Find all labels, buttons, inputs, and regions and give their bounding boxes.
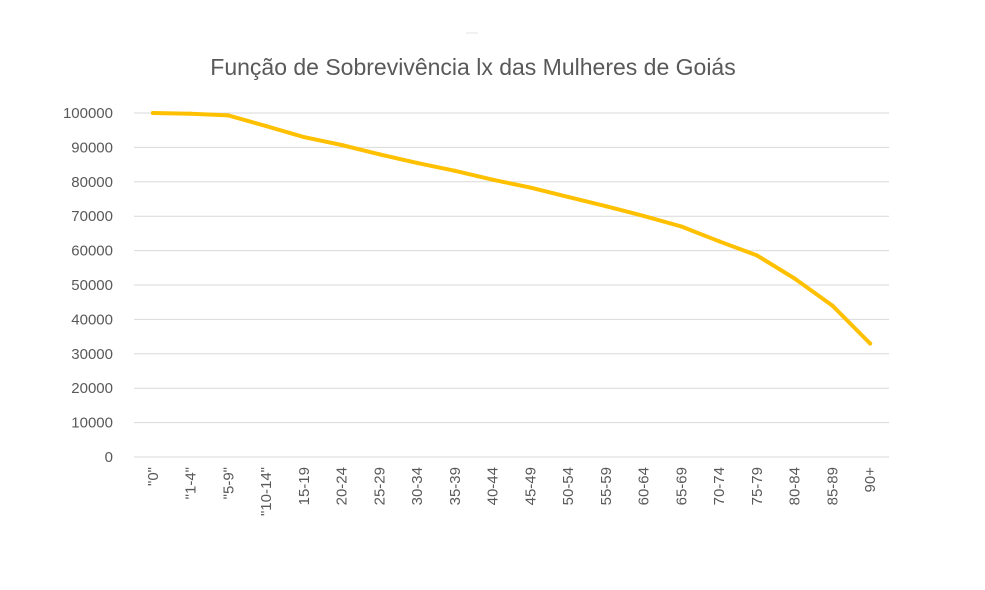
gridlines — [134, 112, 889, 458]
x-tick-label: 75-79 — [749, 467, 766, 505]
data-point — [792, 276, 797, 281]
data-point — [641, 213, 646, 218]
y-tick-label: 70000 — [71, 208, 113, 225]
data-point — [339, 142, 344, 147]
data-point — [717, 239, 722, 244]
x-tick-label: 65-69 — [673, 467, 690, 505]
x-tick-label: 55-59 — [598, 467, 615, 505]
x-axis-ticks: "0" "1-4" "5-9" "10-14" 15-19 20-24 25-29 30-34… — [145, 467, 879, 516]
data-point — [603, 204, 608, 209]
y-tick-label: 100000 — [63, 105, 113, 122]
x-tick-label: "0" — [145, 467, 162, 486]
x-tick-label: 45-49 — [522, 467, 539, 505]
series-line — [150, 111, 873, 346]
y-tick-label: 30000 — [71, 346, 113, 363]
x-tick-label: "1-4" — [183, 467, 200, 499]
x-tick-label: 60-64 — [636, 467, 653, 505]
x-tick-label: 20-24 — [334, 467, 351, 505]
x-tick-label: 90+ — [862, 467, 879, 493]
data-point — [566, 194, 571, 199]
y-tick-label: 40000 — [71, 311, 113, 328]
y-tick-label: 60000 — [71, 243, 113, 260]
x-tick-label: 25-29 — [371, 467, 388, 505]
data-point — [415, 160, 420, 165]
data-point — [452, 168, 457, 173]
x-tick-label: 30-34 — [409, 467, 426, 505]
series-layer — [150, 111, 873, 346]
data-point — [377, 152, 382, 157]
chart-title: Função de Sobrevivência lx das Mulheres … — [210, 54, 735, 80]
data-point — [264, 124, 269, 129]
data-point — [188, 111, 193, 116]
x-tick-label: 40-44 — [485, 467, 502, 505]
y-tick-label: 80000 — [71, 174, 113, 191]
data-point — [490, 177, 495, 182]
y-tick-label: 50000 — [71, 277, 113, 294]
y-tick-label: 10000 — [71, 415, 113, 432]
x-tick-label: 35-39 — [447, 467, 464, 505]
x-tick-label: 80-84 — [787, 467, 804, 505]
data-point — [679, 224, 684, 229]
x-tick-label: 15-19 — [296, 467, 313, 505]
data-point — [150, 111, 155, 115]
data-point — [868, 341, 873, 346]
data-point — [830, 303, 835, 308]
data-point — [301, 135, 306, 140]
x-tick-label: 50-54 — [560, 467, 577, 505]
y-axis-ticks: 0 10000 20000 30000 40000 50000 60000 70000 8000… — [63, 105, 113, 466]
y-tick-label: 0 — [105, 449, 113, 466]
data-point — [754, 253, 759, 258]
data-point — [528, 185, 533, 190]
x-tick-label: 85-89 — [824, 467, 841, 505]
data-point — [226, 113, 231, 118]
y-tick-label: 90000 — [71, 139, 113, 156]
x-tick-label: "5-9" — [220, 467, 237, 499]
y-tick-label: 20000 — [71, 380, 113, 397]
x-tick-label: "10-14" — [258, 467, 275, 516]
x-tick-label: 70-74 — [711, 467, 728, 505]
